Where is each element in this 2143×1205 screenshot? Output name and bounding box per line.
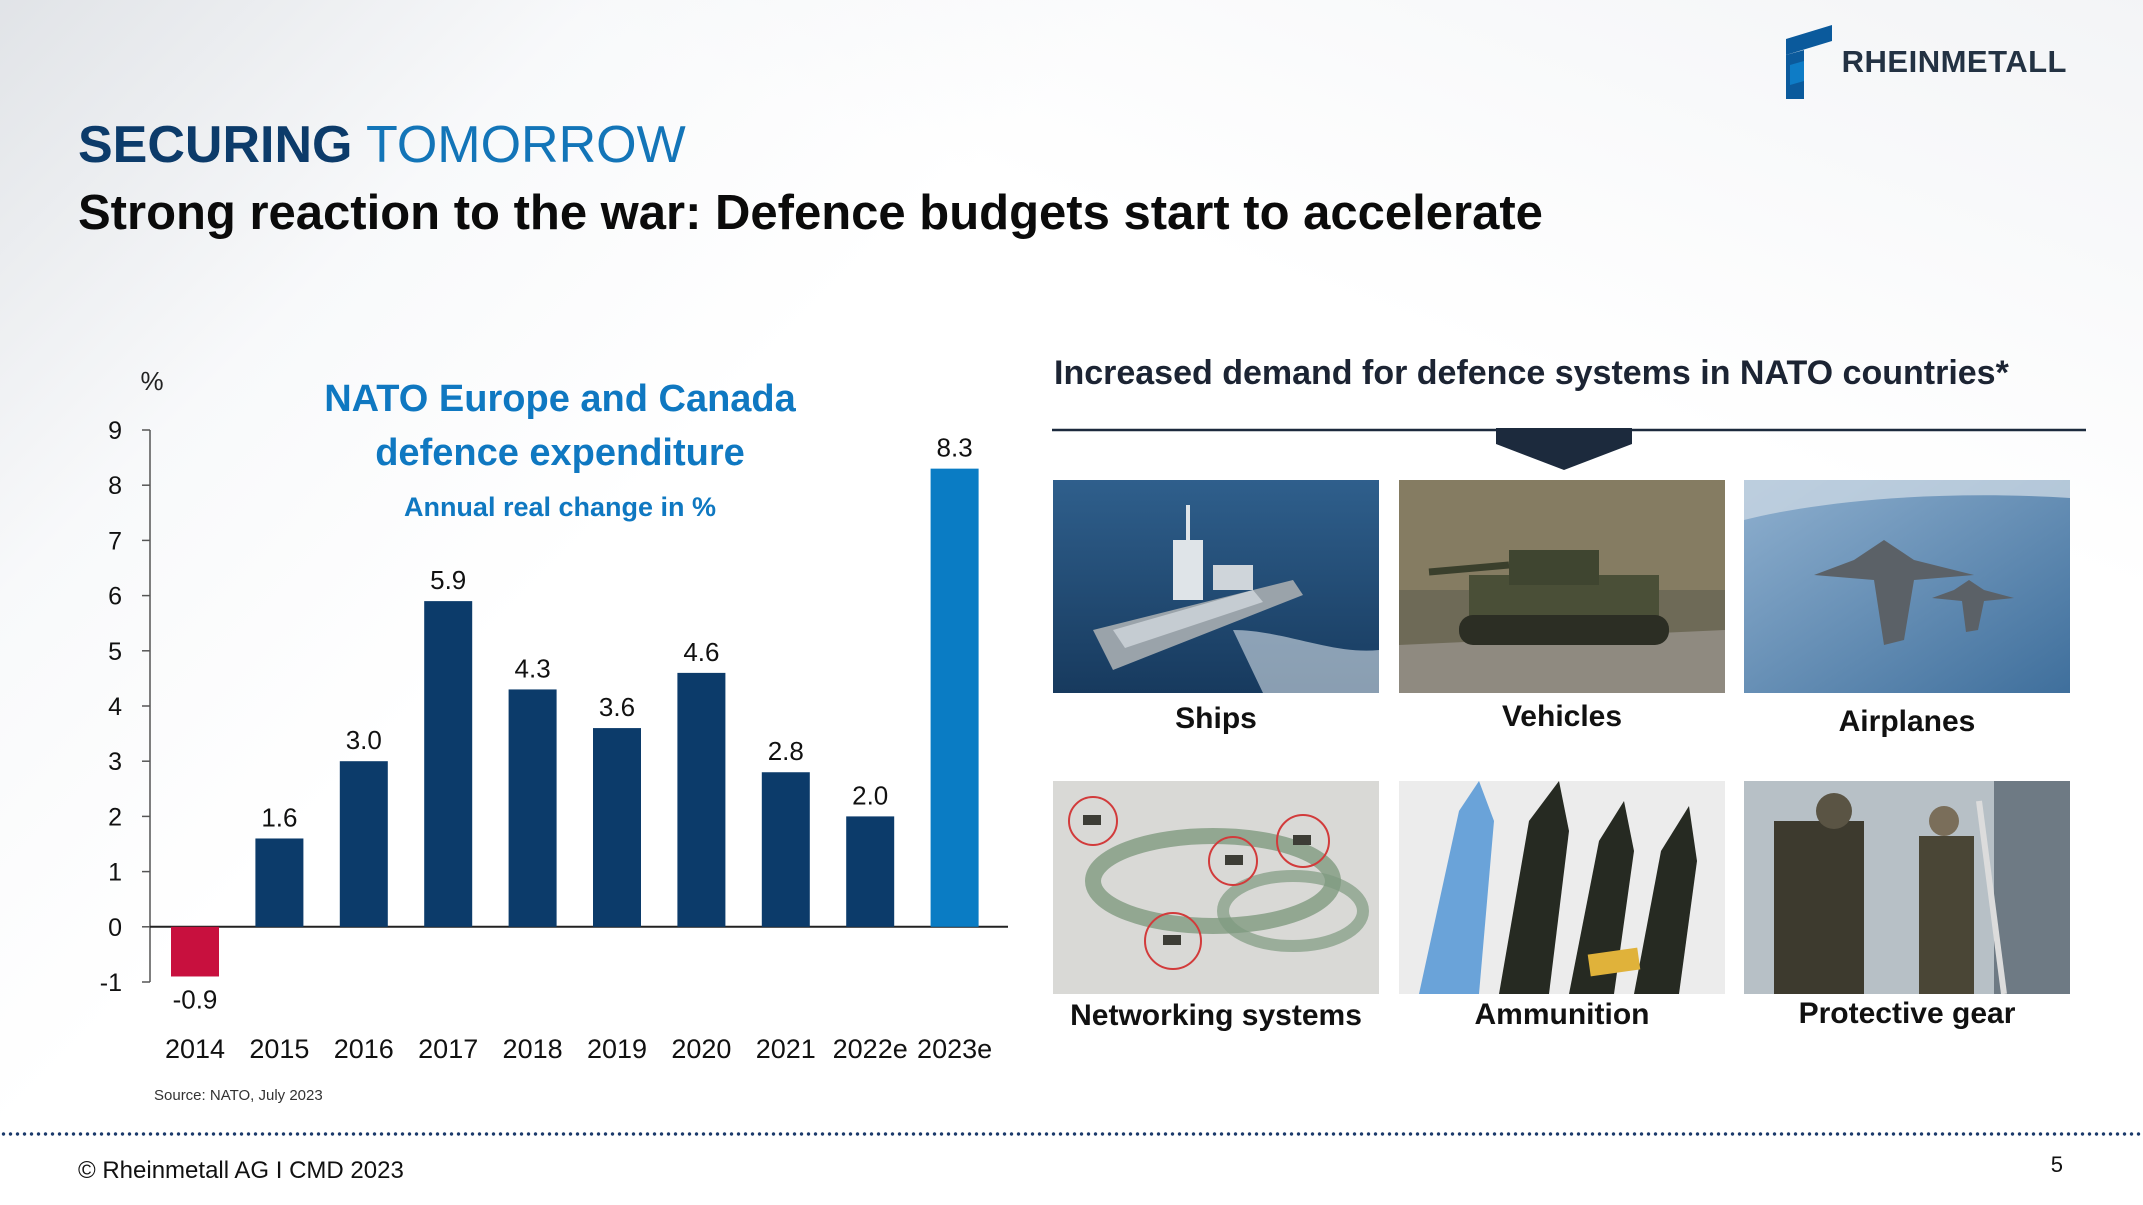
bar-2016	[339, 761, 388, 927]
tile-label-ammunition: Ammunition	[1474, 998, 1650, 1031]
bar-2018	[508, 689, 557, 927]
tile-ships: Ships	[1053, 480, 1379, 735]
tile-airplanes: Airplanes	[1744, 480, 2070, 738]
soldier-gear-photo-icon	[1744, 781, 2070, 994]
value-label-2016: 3.0	[346, 725, 382, 755]
value-label-2015: 1.6	[261, 802, 297, 832]
bar-2023e	[930, 468, 979, 927]
y-tick-label: 0	[108, 914, 122, 942]
y-tick-label: 6	[108, 583, 122, 611]
bar-2015	[255, 838, 304, 927]
chart-value-labels: -0.9 1.6 3.0 5.9 4.3 3.6 4.6 2.8 2.0 8.3	[173, 433, 973, 1015]
tile-networking-systems: Networking systems	[1053, 781, 1379, 1032]
y-tick-label: -1	[100, 969, 122, 997]
footer-copyright: © Rheinmetall AG I CMD 2023	[78, 1157, 404, 1184]
value-label-2020: 4.6	[683, 637, 719, 667]
bar-chart: % -0.91.63.05.94.33.64.62.82.08.3 2014 20…	[100, 366, 1008, 1064]
value-label-2022e: 2.0	[852, 780, 888, 810]
y-tick-label: 7	[108, 527, 122, 555]
network-photo-icon	[1053, 781, 1379, 994]
y-tick-label: 3	[108, 748, 122, 776]
bar-2017	[424, 601, 473, 927]
footer-dotted-divider	[0, 1131, 2143, 1137]
chart-title: NATO Europe and Canada defence expenditu…	[300, 372, 820, 480]
x-tick-label-2016: 2016	[334, 1034, 394, 1064]
rheinmetall-logo: RHEINMETALL	[1785, 24, 2067, 100]
x-tick-label-2015: 2015	[249, 1034, 309, 1064]
tile-ammunition: Ammunition	[1399, 781, 1725, 1031]
chart-subtitle: Annual real change in %	[403, 492, 717, 522]
y-tick-label: 8	[108, 472, 122, 500]
value-label-2014: -0.9	[173, 984, 218, 1014]
ammunition-photo-icon	[1399, 781, 1725, 994]
tile-label-airplanes: Airplanes	[1838, 705, 1976, 738]
tile-protective-gear: Protective gear	[1744, 781, 2070, 1030]
y-tick-label: 1	[108, 859, 122, 887]
y-tick-label: 4	[108, 693, 122, 721]
y-axis-unit-label: %	[140, 366, 163, 396]
y-tick-label: 9	[108, 417, 122, 445]
value-label-2018: 4.3	[515, 653, 551, 683]
x-tick-label-2022e: 2022e	[833, 1034, 908, 1064]
tank-photo-icon	[1399, 480, 1725, 693]
chart-title-line1: NATO Europe and Canada	[324, 378, 796, 420]
x-tick-label-2018: 2018	[503, 1034, 563, 1064]
rheinmetall-logo-icon	[1785, 25, 1832, 99]
x-tick-label-2023e: 2023e	[917, 1034, 992, 1064]
x-tick-label-2019: 2019	[587, 1034, 647, 1064]
kicker-bold: SECURING	[78, 116, 353, 174]
chart-y-tick-labels: -1 0 1 2 3 4 5 6 7 8 9	[100, 417, 122, 997]
chart-title-line2: defence expenditure	[375, 432, 745, 474]
page-title: Strong reaction to the war: Defence budg…	[78, 186, 1543, 240]
page-number: 5	[2050, 1152, 2063, 1177]
tile-label-vehicles: Vehicles	[1501, 700, 1623, 733]
bar-2022e	[846, 816, 895, 927]
kicker-light: TOMORROW	[366, 116, 686, 174]
x-tick-label-2017: 2017	[418, 1034, 478, 1064]
tile-label-ships: Ships	[1175, 702, 1257, 735]
y-tick-label: 5	[108, 638, 122, 666]
chart-bars	[171, 468, 979, 977]
ship-photo-icon	[1053, 480, 1379, 693]
brand-name: RHEINMETALL	[1841, 44, 2067, 79]
tile-label-networking-systems: Networking systems	[1070, 999, 1362, 1032]
x-tick-label-2021: 2021	[756, 1034, 816, 1064]
y-tick-label: 2	[108, 803, 122, 831]
value-label-2023e: 8.3	[937, 433, 973, 463]
tile-vehicles: Vehicles	[1399, 480, 1725, 733]
chart-source: Source: NATO, July 2023	[154, 1087, 323, 1104]
bar-2014	[171, 926, 219, 977]
value-label-2019: 3.6	[599, 692, 635, 722]
demand-title: Increased demand for defence systems in …	[1054, 354, 2009, 392]
value-label-2017: 5.9	[430, 565, 466, 595]
chart-x-tick-labels: 2014 2015 2016 2017 2018 2019 2020 2021 2022e 202…	[165, 1034, 992, 1064]
fighter-jet-photo-icon	[1744, 480, 2070, 693]
demand-divider-chevron	[1052, 428, 2086, 470]
section-kicker: SECURING TOMORROW	[78, 116, 686, 174]
x-tick-label-2020: 2020	[671, 1034, 731, 1064]
x-tick-label-2014: 2014	[165, 1034, 225, 1064]
bar-2021	[761, 772, 810, 927]
value-label-2021: 2.8	[768, 736, 804, 766]
bar-2019	[593, 728, 641, 927]
bar-2020	[677, 672, 726, 927]
tile-label-protective-gear: Protective gear	[1798, 997, 2016, 1030]
